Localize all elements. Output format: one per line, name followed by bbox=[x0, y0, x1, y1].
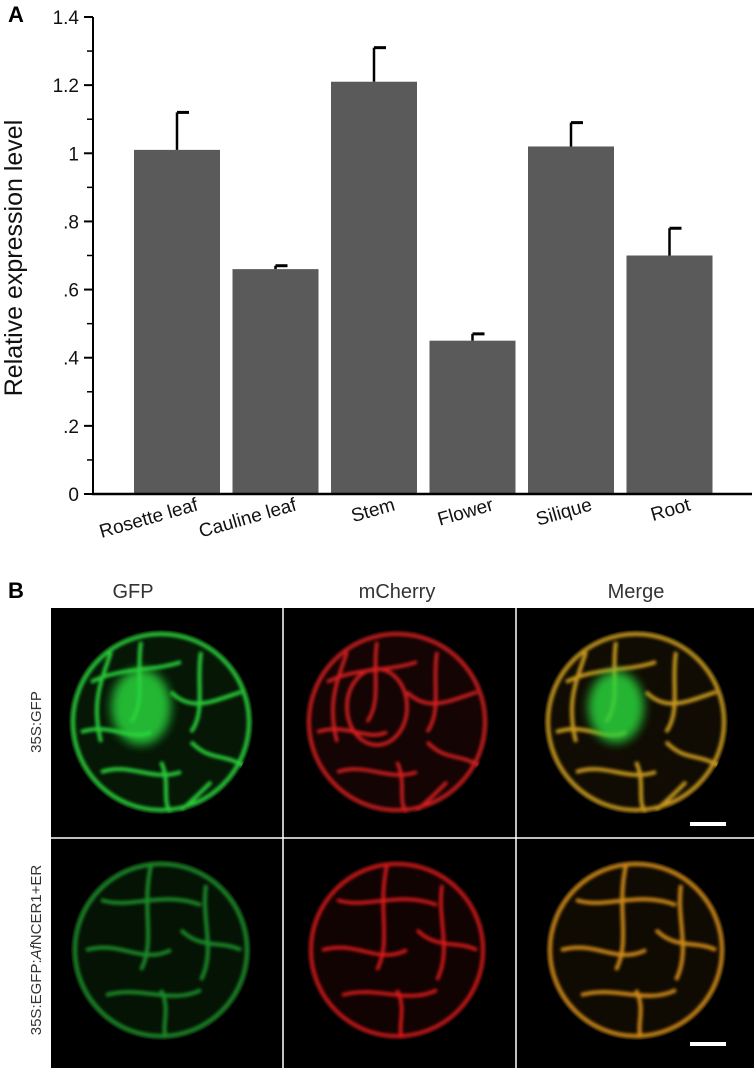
y-tick-label-4: .8 bbox=[63, 212, 79, 233]
row-label-35s-egfp-afncer1: 35S:EGFP:AfNCER1+ER bbox=[28, 865, 45, 1036]
bar-1 bbox=[232, 269, 319, 494]
column-header-gfp: GFP bbox=[112, 581, 153, 603]
panel-b-letter: B bbox=[8, 578, 24, 603]
bar-0 bbox=[134, 149, 220, 494]
bar-3 bbox=[429, 340, 516, 494]
bar-5 bbox=[626, 255, 713, 494]
y-tick-label-7: 1.4 bbox=[53, 8, 80, 29]
bar-2 bbox=[331, 81, 417, 494]
micrograph-gfp-row1 bbox=[69, 630, 253, 814]
x-tick-label-2: Stem bbox=[349, 495, 397, 527]
panel-a-letter: A bbox=[8, 2, 24, 27]
bars bbox=[134, 81, 713, 494]
x-tick-label-5: Root bbox=[649, 494, 694, 525]
micrograph-merge-row2 bbox=[546, 860, 726, 1040]
x-tick-label-0: Rosette leaf bbox=[97, 494, 201, 542]
column-header-merge: Merge bbox=[608, 581, 665, 603]
scale-bar-row1 bbox=[690, 822, 726, 826]
y-tick-label-3: .6 bbox=[63, 281, 79, 302]
y-axis-title: Relative expression level bbox=[0, 120, 28, 397]
micrograph-gfp-row2 bbox=[71, 860, 251, 1040]
scale-bar-row2 bbox=[690, 1042, 726, 1046]
column-header-mcherry: mCherry bbox=[359, 581, 436, 603]
y-axis-ticks: 0 .2 .4 .6 .8 1 1.2 1.4 bbox=[53, 8, 93, 506]
y-tick-label-5: 1 bbox=[68, 144, 79, 165]
y-tick-label-0: 0 bbox=[68, 485, 79, 506]
bar-4 bbox=[528, 146, 614, 494]
x-tick-label-4: Silique bbox=[534, 495, 595, 531]
x-tick-label-1: Cauline leaf bbox=[197, 494, 300, 542]
row-label-35s-gfp: 35S:GFP bbox=[28, 691, 45, 753]
error-bars bbox=[175, 46, 682, 341]
y-tick-label-1: .2 bbox=[63, 417, 79, 438]
micrograph-merge-row1 bbox=[544, 630, 728, 814]
y-tick-label-6: 1.2 bbox=[53, 76, 79, 97]
micrograph-mcherry-row2 bbox=[307, 860, 487, 1040]
x-tick-label-3: Flower bbox=[435, 494, 496, 530]
micrograph-mcherry-row1 bbox=[305, 630, 489, 814]
y-tick-label-2: .4 bbox=[63, 349, 79, 370]
